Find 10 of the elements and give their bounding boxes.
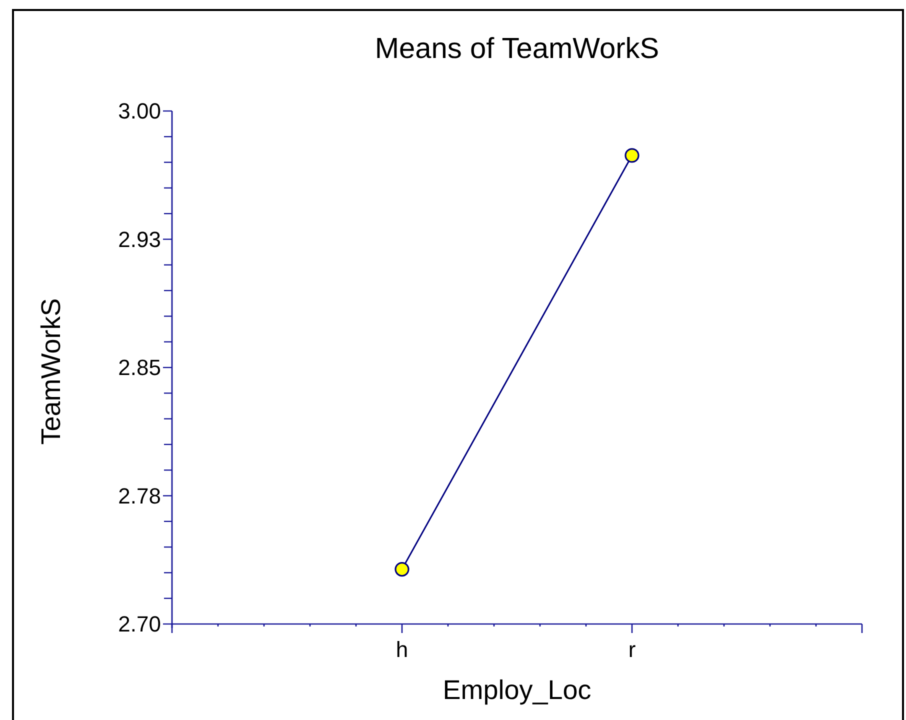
y-axis-title: TeamWorkS <box>36 298 66 445</box>
y-tick-label: 3.00 <box>118 98 161 124</box>
y-tick-label: 2.78 <box>118 483 161 508</box>
chart-title: Means of TeamWorkS <box>374 33 660 65</box>
x-tick-label: h <box>396 637 408 662</box>
y-tick-label: 2.70 <box>118 612 161 637</box>
x-tick-label: r <box>628 637 636 662</box>
x-axis-title: Employ_Loc <box>442 675 592 705</box>
y-tick-label: 2.85 <box>118 355 161 380</box>
y-tick-label: 2.93 <box>118 226 161 252</box>
